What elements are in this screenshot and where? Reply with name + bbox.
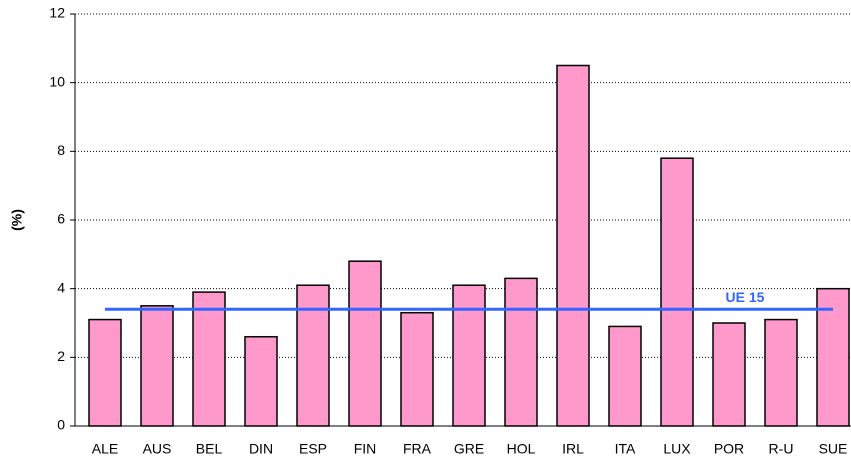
bar — [764, 318, 798, 427]
bar — [712, 322, 746, 427]
y-tick-label: 0 — [57, 417, 65, 433]
y-tick-label: 2 — [57, 348, 65, 364]
x-tick-label: ESP — [299, 441, 327, 457]
bar — [608, 325, 642, 427]
x-tick-label: BEL — [196, 441, 223, 457]
y-tick-label: 12 — [49, 5, 65, 21]
bar — [192, 291, 226, 427]
bar — [348, 260, 382, 427]
bar — [140, 305, 174, 427]
bar — [88, 318, 122, 427]
x-tick-label: AUS — [143, 441, 172, 457]
x-tick-label: SUE — [819, 441, 848, 457]
x-tick-label: R-U — [769, 441, 794, 457]
x-tick-label: IRL — [562, 441, 584, 457]
bar — [296, 284, 330, 427]
x-tick-label: DIN — [249, 441, 273, 457]
x-tick-label: GRE — [454, 441, 484, 457]
x-tick-label: HOL — [507, 441, 536, 457]
bar — [504, 277, 538, 427]
bar — [816, 287, 850, 427]
bar — [660, 157, 694, 427]
x-tick-label: POR — [714, 441, 744, 457]
bar — [400, 311, 434, 427]
y-tick-label: 4 — [57, 279, 65, 295]
reference-label: UE 15 — [726, 289, 765, 305]
bar — [244, 335, 278, 427]
x-tick-label: LUX — [663, 441, 691, 457]
y-tick-label: 10 — [49, 73, 65, 89]
y-axis-label: (%) — [9, 209, 25, 231]
x-tick-label: FIN — [354, 441, 377, 457]
bar — [452, 284, 486, 427]
y-tick-label: 6 — [57, 211, 65, 227]
bar — [556, 64, 590, 427]
x-tick-label: ITA — [615, 441, 636, 457]
x-tick-label: FRA — [403, 441, 432, 457]
x-tick-label: ALE — [92, 441, 118, 457]
y-tick-label: 8 — [57, 142, 65, 158]
